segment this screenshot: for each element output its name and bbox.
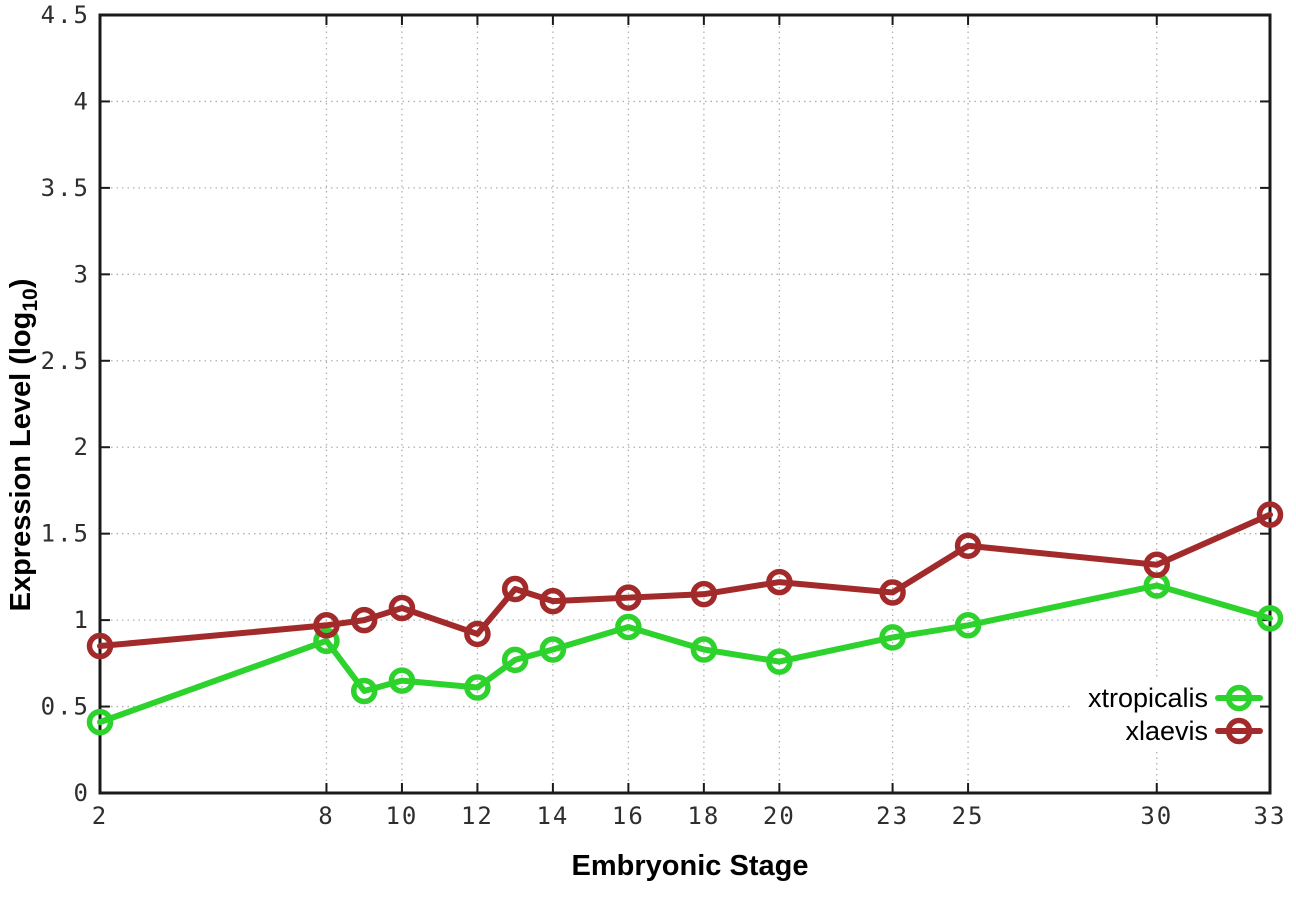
- data-point-xlaevis: [766, 568, 793, 596]
- data-point-xtropicalis: [464, 674, 491, 701]
- y-tick-label: 2.5: [41, 347, 90, 375]
- x-tick-label: 12: [461, 802, 494, 830]
- data-point-xlaevis: [501, 575, 529, 603]
- data-point-xlaevis: [954, 532, 982, 560]
- x-tick-label: 2: [92, 802, 108, 830]
- y-tick-label: 0.5: [41, 693, 90, 721]
- data-point-xtropicalis: [766, 648, 793, 675]
- data-point-xtropicalis: [954, 612, 982, 639]
- tick-labels: 2 8 10 12 14 16 18 20 23 25 30 33 0 0.5 1 1.5 2 2.5 3 3.5 4 4…: [41, 1, 1287, 830]
- data-point-xlaevis: [690, 580, 718, 608]
- data-point-xtropicalis: [1256, 605, 1284, 632]
- x-tick-label: 10: [385, 802, 418, 830]
- data-point-xtropicalis: [690, 636, 718, 663]
- legend-marker-xlaevis: [1225, 717, 1253, 745]
- x-tick-label: 25: [952, 802, 985, 830]
- data-point-xlaevis: [615, 584, 642, 611]
- y-tick-label: 1.5: [41, 520, 90, 548]
- x-tick-label: 20: [763, 802, 796, 830]
- data-point-xlaevis: [1256, 501, 1284, 528]
- y-axis-title: Expression Level (log10): [5, 279, 42, 612]
- y-tick-label: 3: [74, 260, 90, 288]
- x-tick-label: 18: [687, 802, 720, 830]
- legend-marker-xtropicalis: [1225, 684, 1253, 712]
- series-line-xlaevis: [97, 511, 1273, 650]
- y-axis-title-text: Expression Level (log: [5, 312, 37, 612]
- data-point-xlaevis: [539, 587, 567, 615]
- y-tick-label: 2: [74, 433, 90, 461]
- data-point-xtropicalis: [350, 677, 378, 705]
- y-tick-label: 3.5: [41, 174, 90, 202]
- data-point-xtropicalis: [615, 613, 642, 641]
- plot-frame: [98, 13, 1272, 795]
- y-tick-label: 1: [74, 606, 90, 634]
- data-point-xlaevis: [313, 612, 340, 639]
- x-tick-label: 8: [318, 802, 334, 830]
- y-axis-title-subscript: 10: [19, 288, 42, 311]
- y-axis-title-suffix: ): [5, 279, 37, 289]
- legend-label-xlaevis: xlaevis: [1125, 716, 1208, 746]
- data-point-xlaevis: [879, 579, 906, 606]
- data-point-xtropicalis: [86, 708, 114, 736]
- data-series: [86, 501, 1284, 736]
- plot-border: [98, 13, 1272, 795]
- data-point-xlaevis: [464, 620, 491, 648]
- x-tick-label: 14: [536, 802, 569, 830]
- x-axis-title: Embryonic Stage: [572, 850, 809, 882]
- gridlines: [100, 15, 1270, 793]
- data-point-xtropicalis: [879, 624, 906, 651]
- data-point-xtropicalis: [313, 627, 340, 655]
- data-point-xlaevis: [388, 594, 416, 622]
- data-point-xtropicalis: [388, 667, 416, 694]
- data-point-xtropicalis: [501, 646, 529, 674]
- x-tick-label: 23: [876, 802, 909, 830]
- y-tick-label: 4: [74, 87, 90, 115]
- data-point-xtropicalis: [539, 636, 567, 663]
- y-tick-label: 4.5: [41, 1, 90, 29]
- x-tick-label: 30: [1140, 802, 1173, 830]
- x-tick-label: 16: [612, 802, 645, 830]
- data-point-xlaevis: [350, 606, 378, 634]
- legend-label-xtropicalis: xtropicalis: [1088, 683, 1208, 713]
- data-point-xlaevis: [1143, 551, 1171, 579]
- x-tick-label: 33: [1254, 802, 1287, 830]
- y-tick-label: 0: [74, 779, 90, 807]
- data-point-xlaevis: [86, 632, 114, 660]
